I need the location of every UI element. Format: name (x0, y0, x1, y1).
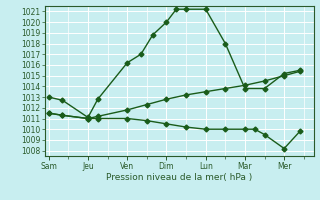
X-axis label: Pression niveau de la mer( hPa ): Pression niveau de la mer( hPa ) (106, 173, 252, 182)
